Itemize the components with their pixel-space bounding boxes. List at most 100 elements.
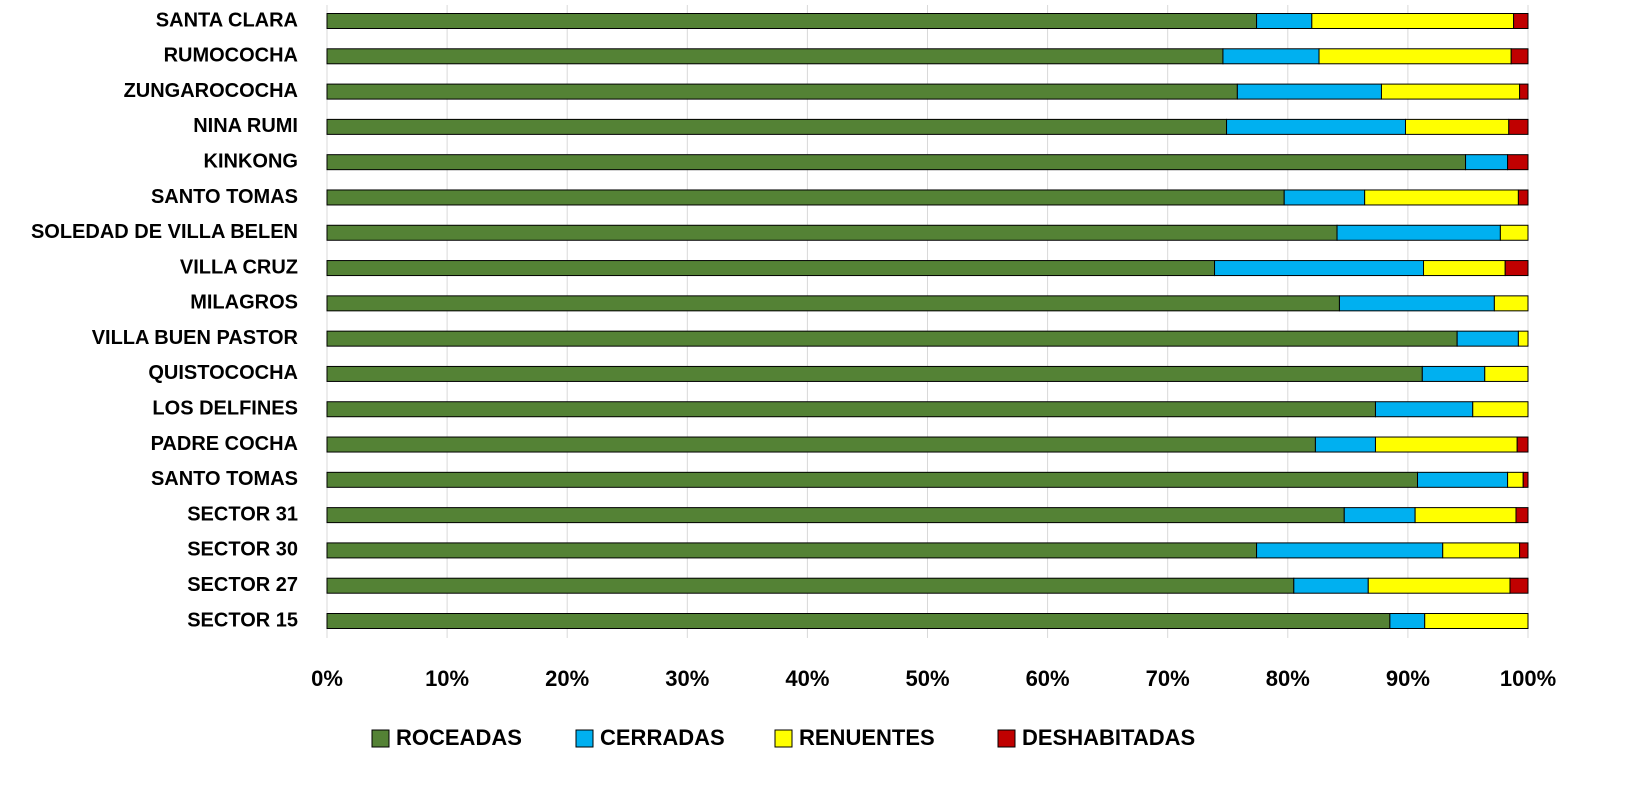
bar-segment [1226,118,1406,135]
bar-segment [1364,189,1519,206]
bar-segment [1336,224,1501,241]
bar-segment [1236,83,1382,100]
bar-segment [1421,365,1486,382]
bar-segment [1456,330,1519,347]
bar-segment [326,330,1458,347]
bar-segment [1516,436,1529,453]
y-tick-label: SOLEDAD DE VILLA BELEN [31,221,298,243]
bar-segment [1517,330,1529,347]
bar-segment [1389,613,1426,629]
bar-segment [1343,507,1416,524]
bar-segment [1507,154,1529,171]
y-tick-label: SECTOR 27 [187,574,298,596]
x-tick-label: 90% [1386,666,1430,691]
bar-segment [1508,118,1529,135]
legend-label: DESHABITADAS [1022,725,1195,750]
y-tick-label: SECTOR 15 [187,609,298,631]
x-tick-label: 30% [665,666,709,691]
bar-segment [326,224,1338,241]
bar-segment [326,401,1376,418]
bar-segment [326,365,1423,382]
bar-segment [1519,542,1529,559]
bar-segment [326,118,1228,135]
bar-segment [326,189,1285,206]
legend-swatch [997,729,1016,748]
legend-label: CERRADAS [600,725,725,750]
bar-segment [326,577,1295,594]
y-tick-label: SANTA CLARA [156,9,298,31]
y-tick-label: LOS DELFINES [152,398,298,420]
bar-segment [1484,365,1529,382]
y-tick-label: VILLA BUEN PASTOR [92,327,299,349]
x-tick-label: 80% [1266,666,1310,691]
x-tick-label: 100% [1500,666,1556,691]
bar-segment [326,295,1340,312]
bar-segment [1504,260,1529,277]
bar-segment [1380,83,1521,100]
bar-segment [326,613,1391,629]
x-tick-label: 0% [311,666,343,691]
y-tick-label: VILLA CRUZ [180,256,298,278]
y-tick-label: SANTO TOMAS [151,468,298,490]
bar-segment [1318,48,1512,65]
bar-segment [1510,48,1529,65]
bar-segment [1515,507,1529,524]
y-tick-label: MILAGROS [190,292,298,314]
legend-label: RENUENTES [799,725,935,750]
x-tick-label: 60% [1026,666,1070,691]
bar-segment [326,436,1316,453]
bar-segment [1472,401,1529,418]
bar-segment [1423,260,1506,277]
bar-segment [1509,577,1529,594]
y-tick-label: SECTOR 31 [187,503,298,525]
bar-segment [1283,189,1366,206]
bar-segment [1222,48,1320,65]
bar-segment [1256,542,1444,559]
legend-label: ROCEADAS [396,725,522,750]
x-tick-label: 70% [1146,666,1190,691]
bar-segment [1256,13,1313,29]
bar-segment [326,48,1224,65]
bar-segment [1314,436,1376,453]
y-tick-label: SANTO TOMAS [151,186,298,208]
bar-segment [1374,436,1518,453]
y-tick-label: RUMOCOCHA [164,45,298,67]
bar-segment [1522,471,1529,488]
bar-segment [326,13,1258,29]
bar-segment [326,471,1419,488]
bar-segment [1417,471,1509,488]
bar-segment [1507,471,1524,488]
y-tick-label: SECTOR 30 [187,539,298,561]
y-tick-label: QUISTOCOCHA [148,362,298,384]
bar-segment [1519,83,1529,100]
bar-segment [1214,260,1425,277]
bar-segment [1338,295,1495,312]
bar-segment [1493,295,1529,312]
x-tick-label: 10% [425,666,469,691]
bar-segment [1499,224,1529,241]
bar-segment [326,542,1258,559]
bar-segment [1367,577,1511,594]
bar-segment [1517,189,1529,206]
bar-segment [1311,13,1515,29]
bar-segment [1404,118,1510,135]
bar-segment [1414,507,1517,524]
y-tick-label: NINA RUMI [193,115,298,137]
y-tick-label: KINKONG [204,150,298,172]
y-tick-label: ZUNGAROCOCHA [124,80,298,102]
legend-swatch [774,729,793,748]
bar-segment [326,260,1216,277]
legend-swatch [575,729,594,748]
y-tick-label: PADRE COCHA [151,433,298,455]
bar-segment [1374,401,1474,418]
x-tick-label: 20% [545,666,589,691]
bar-segment [1442,542,1521,559]
legend-swatch [371,729,390,748]
bar-segment [1424,613,1529,629]
x-tick-label: 40% [785,666,829,691]
bar-segment [326,507,1345,524]
x-tick-label: 50% [905,666,949,691]
bar-segment [1513,13,1529,29]
bar-segment [1293,577,1369,594]
